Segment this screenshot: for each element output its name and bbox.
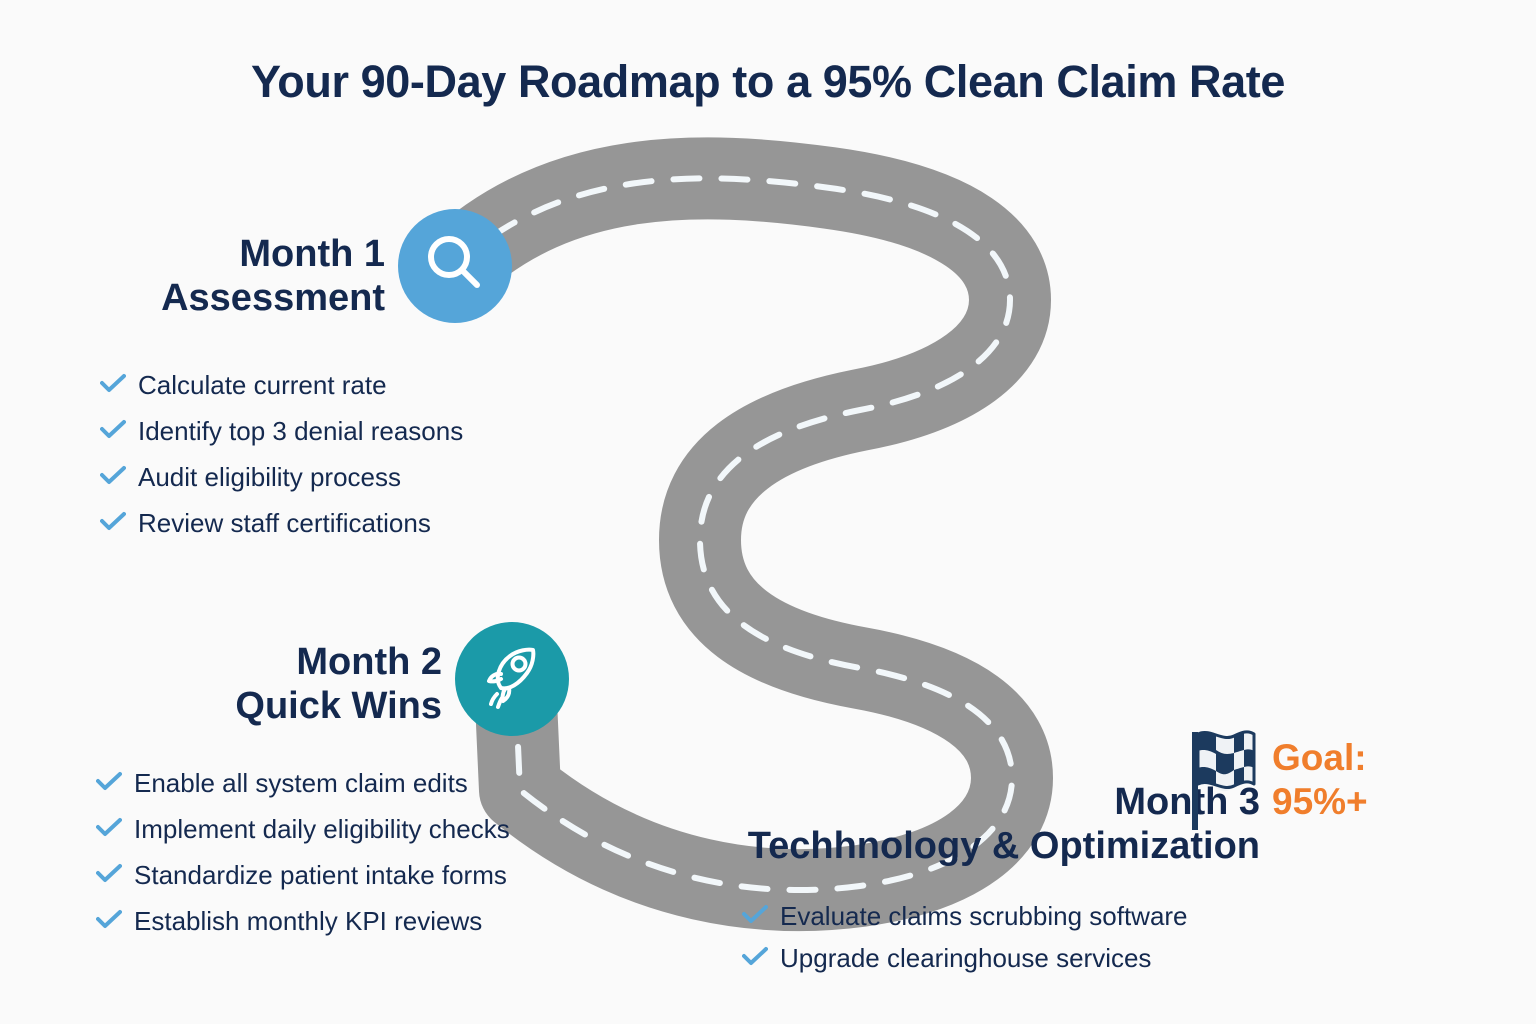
task-label: Standardize patient intake forms [134, 860, 507, 890]
list-item: Establish monthly KPI reviews [96, 908, 510, 934]
task-label: Establish monthly KPI reviews [134, 906, 483, 936]
list-item: Upgrade clearinghouse services [742, 945, 1188, 971]
month-3-heading: Month 3 Techhnology & Optimization [700, 780, 1260, 868]
check-icon [742, 904, 772, 924]
milestone-marker-month-2[interactable] [455, 622, 569, 736]
list-item: Audit eligibility process [100, 464, 463, 490]
check-icon [100, 511, 130, 531]
task-label: Identify top 3 denial reasons [138, 416, 464, 446]
list-item: Enable all system claim edits [96, 770, 510, 796]
goal-text: Goal: 95%+ [1272, 736, 1472, 823]
check-icon [742, 946, 772, 966]
task-label: Upgrade clearinghouse services [780, 943, 1152, 973]
check-icon [96, 771, 126, 791]
checkered-flag-icon [1186, 728, 1258, 832]
task-label: Evaluate claims scrubbing software [780, 901, 1188, 931]
month-2-heading: Month 2 Quick Wins [80, 640, 442, 728]
month-1-block: Month 1 Assessment [80, 232, 385, 320]
check-icon [96, 909, 126, 929]
list-item: Standardize patient intake forms [96, 862, 510, 888]
month-2-label: Month 2 [296, 641, 442, 683]
task-label: Calculate current rate [138, 370, 387, 400]
task-label: Enable all system claim edits [134, 768, 468, 798]
month-2-block: Month 2 Quick Wins [80, 640, 442, 728]
month-3-theme: Techhnology & Optimization [747, 825, 1260, 868]
month-3-task-list: Evaluate claims scrubbing software Upgra… [742, 903, 1188, 987]
magnifier-icon [420, 229, 490, 304]
goal-value: 95%+ [1272, 780, 1368, 822]
goal-label: Goal: [1272, 737, 1367, 778]
list-item: Review staff certifications [100, 510, 463, 536]
check-icon [100, 373, 130, 393]
month-3-label: Month 3 [1114, 781, 1260, 823]
task-label: Review staff certifications [138, 508, 431, 538]
list-item: Implement daily eligibility checks [96, 816, 510, 842]
check-icon [96, 863, 126, 883]
month-2-theme: Quick Wins [235, 685, 442, 728]
check-icon [100, 465, 130, 485]
page-title: Your 90-Day Roadmap to a 95% Clean Claim… [251, 56, 1285, 107]
list-item: Identify top 3 denial reasons [100, 418, 463, 444]
month-1-task-list: Calculate current rate Identify top 3 de… [100, 372, 463, 556]
task-label: Implement daily eligibility checks [134, 814, 510, 844]
task-label: Audit eligibility process [138, 462, 402, 492]
list-item: Calculate current rate [100, 372, 463, 398]
milestone-marker-month-1[interactable] [398, 209, 512, 323]
month-2-task-list: Enable all system claim edits Implement … [96, 770, 510, 954]
check-icon [96, 817, 126, 837]
month-1-heading: Month 1 Assessment [80, 232, 385, 320]
list-item: Evaluate claims scrubbing software [742, 903, 1188, 929]
month-3-block: Month 3 Techhnology & Optimization [700, 780, 1260, 868]
check-icon [100, 419, 130, 439]
rocket-icon [476, 641, 548, 718]
month-1-label: Month 1 [239, 233, 385, 275]
month-1-theme: Assessment [161, 277, 385, 320]
